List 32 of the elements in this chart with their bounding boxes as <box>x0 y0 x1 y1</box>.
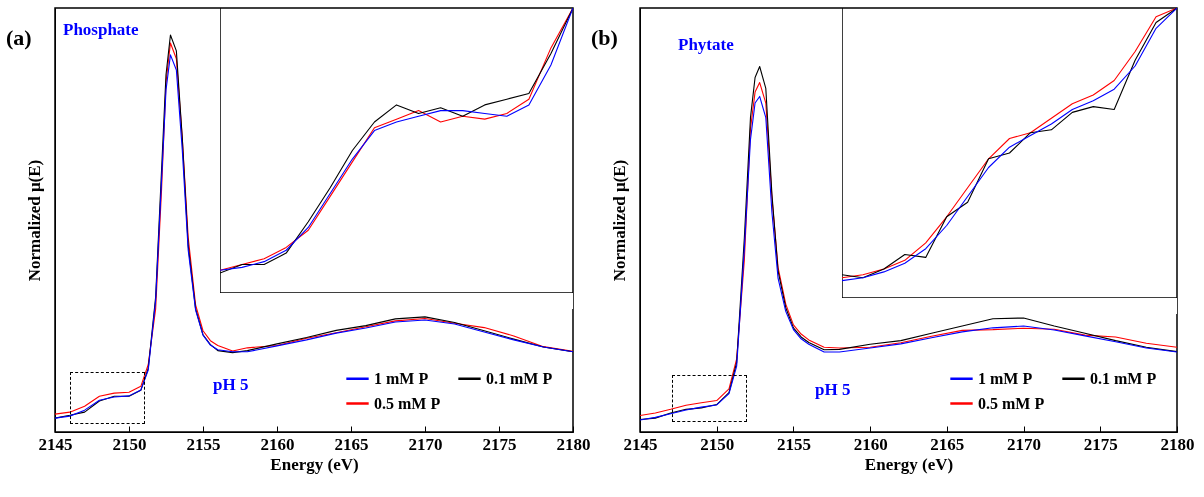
x-tick-label: 2160 <box>853 434 888 454</box>
annotation: pH 5 <box>213 375 249 394</box>
text: Phytate <box>678 35 735 54</box>
x-axis-title: Energy (eV) <box>270 454 359 474</box>
x-tick-label: 2175 <box>1083 434 1118 454</box>
x-tick-label: 2180 <box>1160 434 1195 454</box>
x-tick-label: 2150 <box>112 434 147 454</box>
x-tick-label: 2150 <box>700 434 735 454</box>
legend-label: 0.5 mM P <box>978 394 1045 412</box>
x-tick-label: 2145 <box>623 434 658 454</box>
x-tick-label: 2155 <box>186 434 221 454</box>
x-tick-label: 2145 <box>38 434 73 454</box>
x-tick-label: 2175 <box>482 434 517 454</box>
annotation: Phosphate <box>63 20 140 39</box>
legend-label: 0.1 mM P <box>1090 369 1157 387</box>
legend-label: 1 mM P <box>374 369 429 387</box>
x-tick-label: 2165 <box>334 434 369 454</box>
x-tick-label: 2180 <box>556 434 591 454</box>
x-tick-label: 2170 <box>408 434 443 454</box>
chart-title: (b) <box>591 25 618 50</box>
x-tick-label: 2155 <box>776 434 811 454</box>
legend-label: 1 mM P <box>978 369 1033 387</box>
chart-title: (a) <box>6 25 32 50</box>
y-axis-title: Normalized μ(E) <box>24 159 44 282</box>
annotation: pH 5 <box>815 380 851 399</box>
x-tick-label: 2160 <box>260 434 295 454</box>
y-axis-title: Normalized μ(E) <box>609 159 629 282</box>
x-tick-label: 2170 <box>1007 434 1042 454</box>
x-axis-title: Energy (eV) <box>864 454 954 474</box>
legend-label: 0.5 mM P <box>374 394 441 412</box>
x-tick-label: 2165 <box>930 434 965 454</box>
legend-label: 0.1 mM P <box>486 369 553 387</box>
